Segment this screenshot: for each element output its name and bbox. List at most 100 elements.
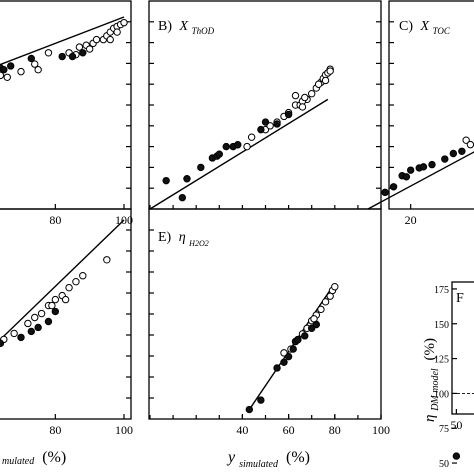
data-point-panel-3-filled-3 bbox=[17, 333, 25, 342]
data-point-panel-1-filled-13 bbox=[261, 118, 270, 126]
data-point-panel-1-open-9 bbox=[308, 90, 316, 98]
data-point-panel-2-filled-10 bbox=[458, 147, 466, 155]
data-point-panel-4-filled-5 bbox=[289, 345, 297, 353]
data-point-panel-2-filled-3 bbox=[402, 173, 411, 181]
data-point-panel-0-filled-9 bbox=[68, 52, 77, 61]
data-point-panel-0-filled-6 bbox=[0, 66, 8, 74]
panel-e-xlabel-var: y bbox=[226, 449, 236, 466]
data-point-panel-0-filled-11 bbox=[58, 52, 66, 61]
data-point-panel-3-open-16 bbox=[79, 272, 87, 280]
data-point-panel-2-open-1 bbox=[466, 140, 474, 149]
data-point-panel-1-filled-1 bbox=[183, 175, 191, 183]
data-point-panel-3-open-12 bbox=[51, 295, 60, 304]
data-point-panel-1-open-20 bbox=[321, 76, 330, 85]
fit-line-panel-3 bbox=[0, 219, 125, 341]
data-point-panel-0-open-16 bbox=[31, 60, 39, 68]
data-point-panel-1-open-19 bbox=[314, 80, 323, 88]
x-tick-label-panel-4-3: 100 bbox=[372, 423, 390, 437]
data-point-panel-0-open-14 bbox=[85, 45, 94, 53]
data-point-panel-0-open-15 bbox=[44, 49, 53, 57]
panel-b-label: B) bbox=[158, 19, 172, 34]
data-point-panel-1-filled-5 bbox=[215, 150, 224, 158]
data-point-panel-4-filled-4 bbox=[284, 352, 293, 361]
data-point-panel-3-filled-6 bbox=[44, 317, 53, 326]
data-point-panel-1-open-23 bbox=[243, 142, 251, 151]
panel-e-xlabel-sub: simulated bbox=[239, 459, 279, 470]
data-point-panel-5-filled-0 bbox=[452, 452, 461, 460]
data-point-panel-0-open-13 bbox=[106, 35, 114, 44]
data-point-panel-0-open-12 bbox=[113, 28, 121, 36]
data-point-panel-1-filled-8 bbox=[234, 141, 242, 149]
data-point-panel-1-open-22 bbox=[298, 103, 307, 111]
data-point-panel-0-open-21 bbox=[34, 66, 42, 74]
data-point-panel-3-filled-5 bbox=[34, 323, 42, 332]
y-tick-label-panel-5-4: 150 bbox=[434, 320, 449, 331]
data-point-panel-2-filled-0 bbox=[381, 188, 389, 197]
data-point-panel-4-filled-10 bbox=[312, 320, 321, 329]
panel-b-symbol: X bbox=[179, 19, 189, 34]
panel-f-ylabel-unit: (%) bbox=[422, 338, 438, 361]
data-point-panel-1-filled-12 bbox=[178, 193, 187, 202]
data-point-panel-0-open-1 bbox=[75, 43, 84, 51]
data-point-panel-1-open-16 bbox=[291, 91, 300, 100]
x-tick-label-panel-2-0: 20 bbox=[405, 213, 417, 227]
y-tick-label-panel-5-2: 100 bbox=[434, 389, 449, 400]
panel-e-xlabel: y simulated (%) bbox=[226, 449, 310, 471]
data-point-panel-0-open-4 bbox=[92, 35, 101, 44]
data-point-panel-0-filled-8 bbox=[27, 54, 35, 63]
data-point-panel-3-open-18 bbox=[48, 301, 56, 310]
data-point-panel-3-open-14 bbox=[65, 283, 73, 292]
data-point-panel-3-filled-2 bbox=[0, 339, 5, 348]
data-point-panel-1-filled-6 bbox=[222, 142, 230, 151]
panel-c-title: C) X TOC bbox=[399, 19, 451, 36]
y-tick-label-panel-5-5: 175 bbox=[434, 285, 449, 296]
panel-c-subscript: TOC bbox=[433, 26, 451, 36]
data-point-panel-2-filled-1 bbox=[389, 183, 398, 191]
panel-f-label: F bbox=[456, 291, 464, 306]
x-tick-label-panel-3-1: 80 bbox=[49, 423, 61, 437]
bottom-left-xlabel: mulated (%) bbox=[2, 449, 66, 468]
panel-c-label: C) bbox=[399, 19, 413, 34]
data-point-panel-4-filled-7 bbox=[294, 335, 302, 344]
data-point-panel-0-open-11 bbox=[120, 18, 128, 27]
data-point-panel-3-open-19 bbox=[61, 295, 70, 304]
panel-b-title: B) X ThOD bbox=[158, 19, 215, 36]
data-point-panel-3-open-17 bbox=[103, 256, 111, 264]
data-point-panel-0-open-17 bbox=[17, 67, 25, 76]
data-point-panel-0-open-19 bbox=[3, 73, 11, 81]
data-point-panel-2-filled-9 bbox=[449, 149, 458, 158]
data-point-panel-1-filled-2 bbox=[197, 163, 205, 172]
data-point-panel-4-filled-1 bbox=[257, 396, 265, 404]
data-point-panel-1-open-21 bbox=[326, 67, 334, 75]
bottom-left-xlabel-unit: (%) bbox=[42, 449, 66, 466]
x-tick-label-panel-3-2: 100 bbox=[115, 423, 133, 437]
panel-f-ylabel: η DM model (%) bbox=[422, 338, 442, 422]
data-point-panel-0-filled-7 bbox=[7, 62, 15, 70]
data-point-panel-1-open-2 bbox=[266, 122, 274, 130]
data-point-panel-4-filled-9 bbox=[308, 324, 316, 332]
data-point-panel-3-open-7 bbox=[10, 329, 18, 338]
panel-b-subscript: ThOD bbox=[192, 26, 215, 36]
fit-line-panel-2 bbox=[367, 151, 474, 210]
data-point-panel-2-filled-6 bbox=[419, 163, 428, 171]
data-point-panel-4-open-8 bbox=[321, 298, 330, 306]
panel-e-title: E) η H2O2 bbox=[158, 230, 209, 248]
x-tick-label-panel-4-2: 80 bbox=[329, 423, 341, 437]
panel-d-frame bbox=[0, 208, 132, 420]
data-point-panel-3-open-8 bbox=[24, 319, 32, 328]
fit-line-panel-1 bbox=[149, 98, 329, 210]
data-point-panel-4-filled-8 bbox=[301, 332, 309, 340]
y-tick-label-panel-5-0: 50 bbox=[439, 459, 449, 470]
data-point-panel-2-filled-8 bbox=[441, 155, 449, 163]
data-point-panel-2-filled-4 bbox=[406, 166, 415, 174]
panel-e-subscript: H2O2 bbox=[188, 239, 209, 248]
data-point-panel-1-filled-10 bbox=[273, 120, 281, 128]
y-tick-label-panel-5-3: 125 bbox=[434, 355, 449, 366]
x-tick-label-panel-4-0: 40 bbox=[236, 423, 248, 437]
bottom-left-xlabel-tail: mulated bbox=[2, 456, 35, 467]
data-point-panel-4-open-11 bbox=[331, 283, 339, 291]
data-point-panel-4-open-7 bbox=[317, 305, 325, 314]
data-point-panel-3-filled-7 bbox=[51, 307, 60, 316]
x-tick-label-panel-4-1: 60 bbox=[283, 423, 295, 437]
